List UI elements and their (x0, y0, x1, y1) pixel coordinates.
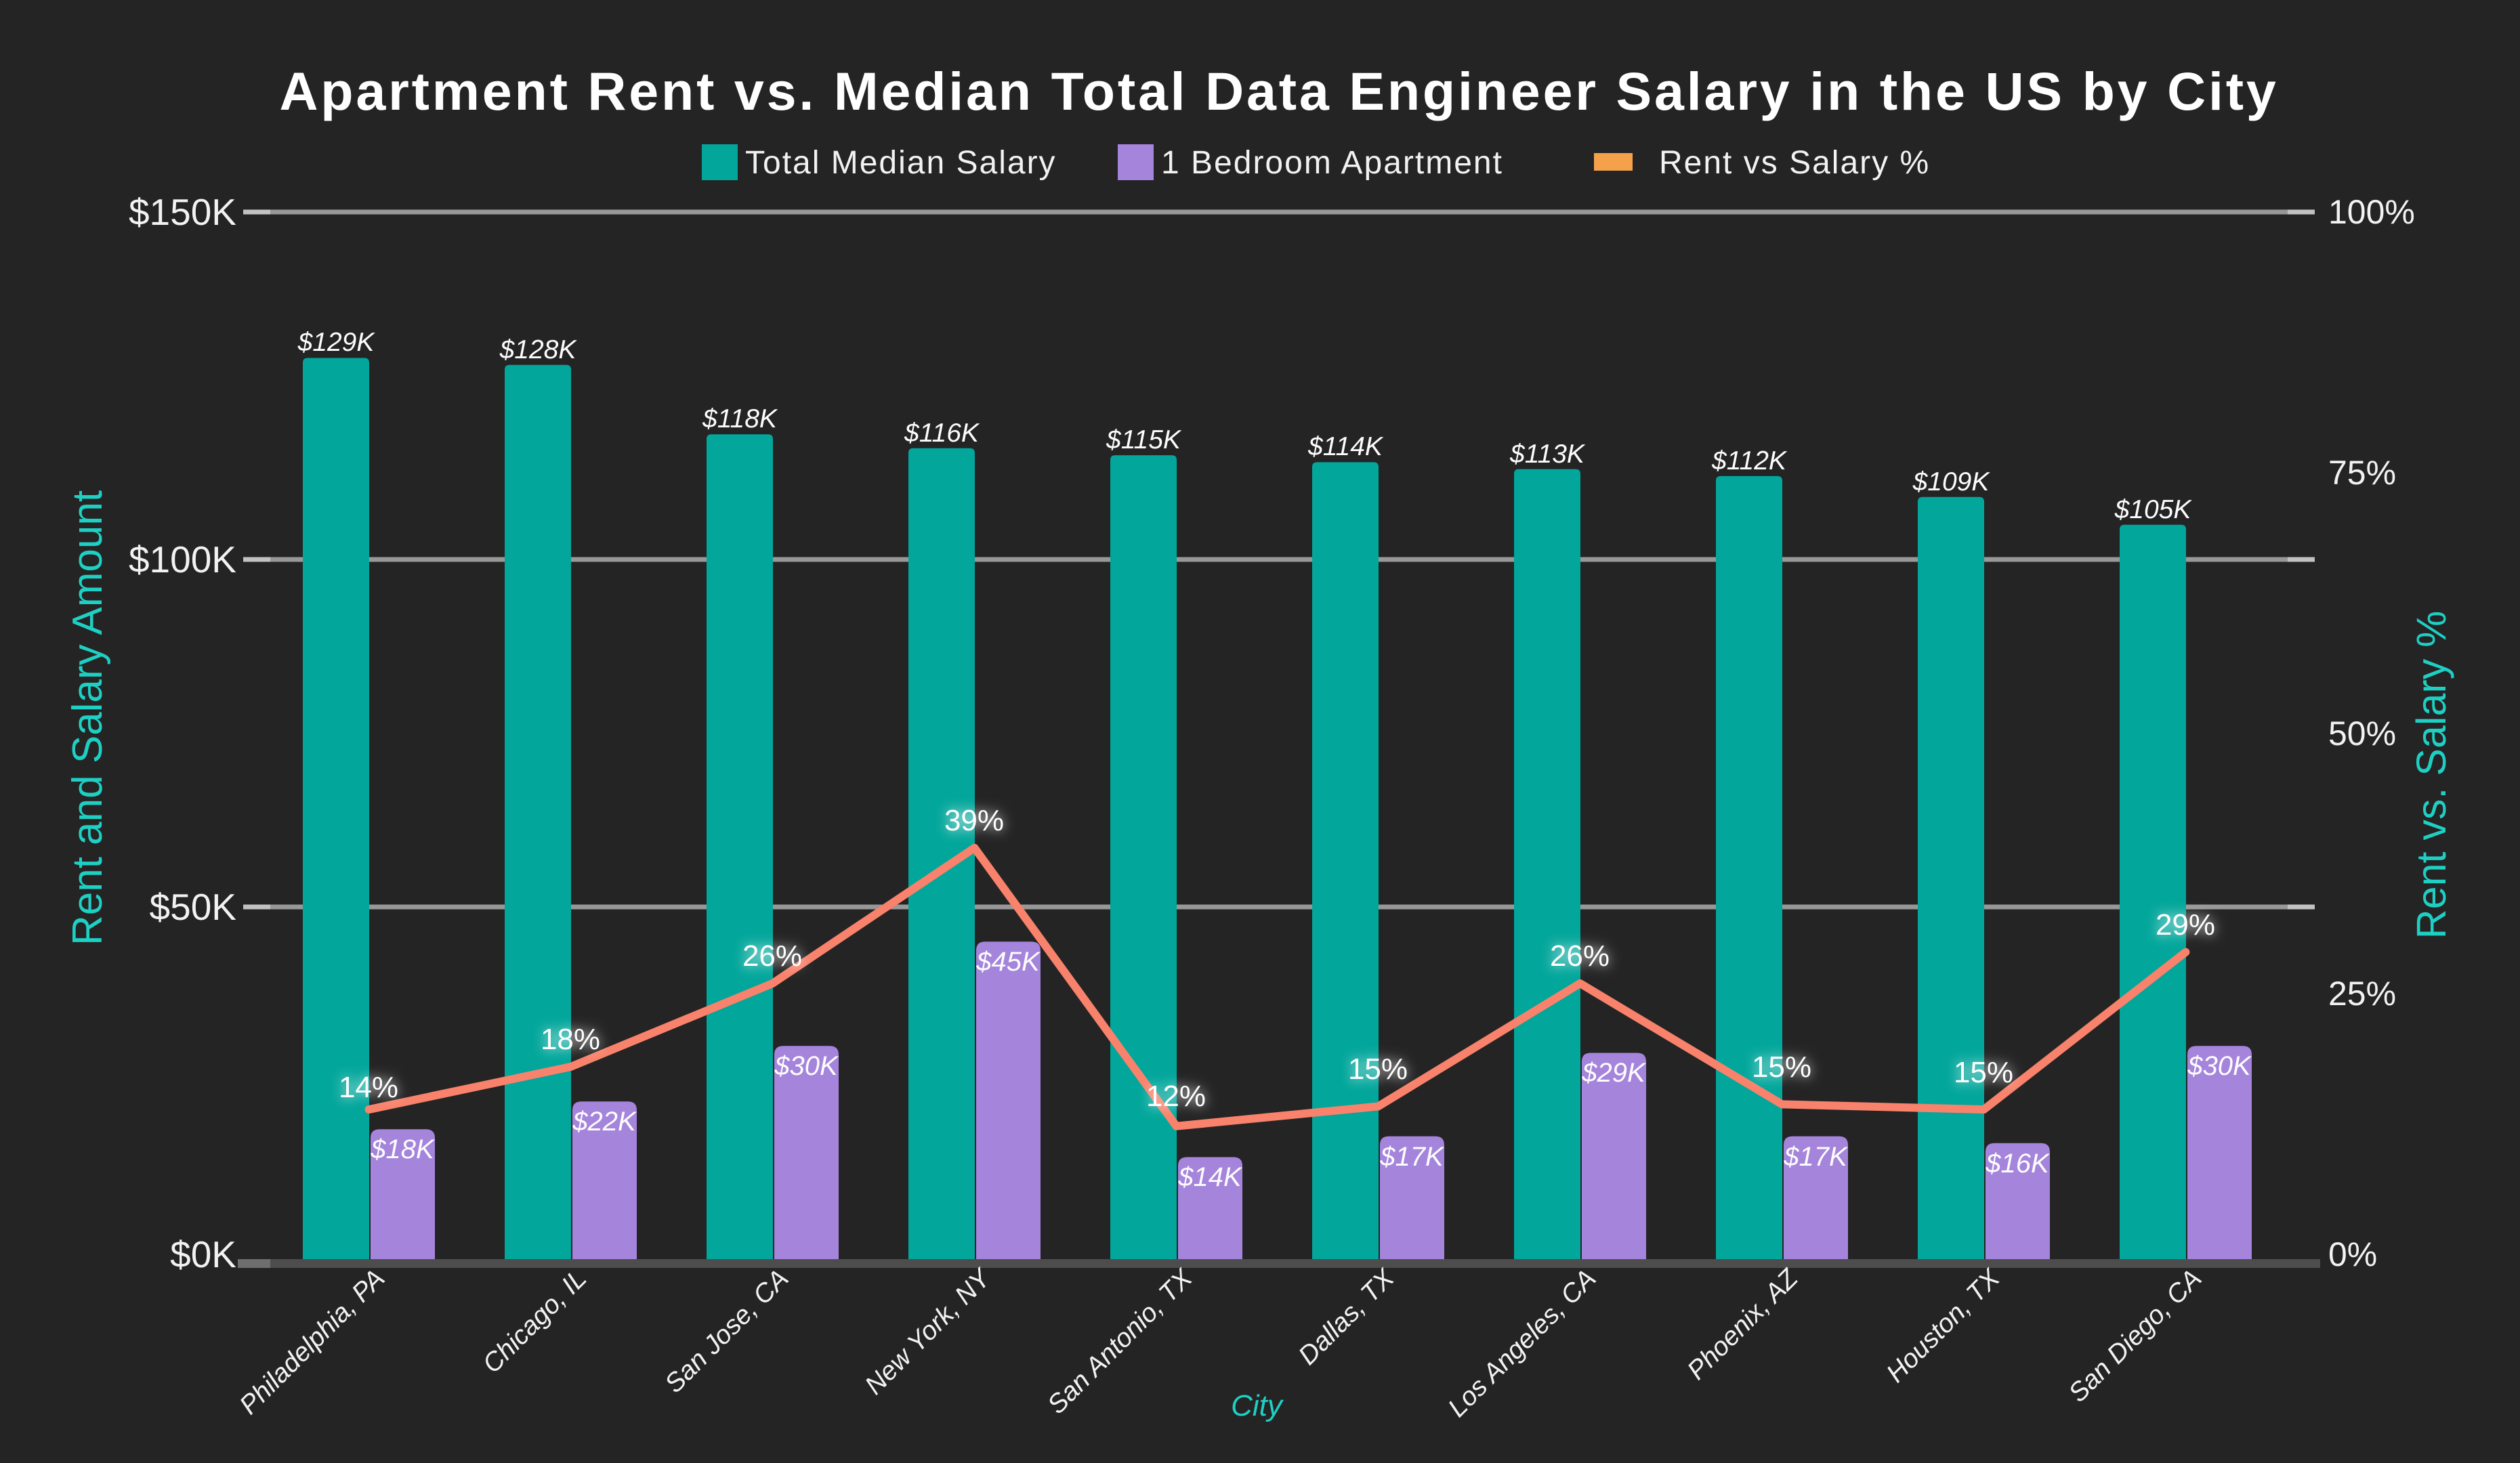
svg-text:$45K: $45K (975, 947, 1041, 977)
svg-text:$16K: $16K (1985, 1149, 2051, 1179)
svg-text:$118K: $118K (702, 404, 778, 433)
svg-text:100%: 100% (2328, 193, 2415, 231)
svg-text:39%: 39% (944, 804, 1004, 837)
svg-text:15%: 15% (1348, 1053, 1408, 1086)
svg-text:0%: 0% (2328, 1235, 2377, 1273)
svg-text:Rent vs Salary %: Rent vs Salary % (1659, 145, 1930, 181)
svg-text:$17K: $17K (1783, 1142, 1849, 1172)
svg-text:25%: 25% (2328, 975, 2396, 1013)
svg-text:Rent and Salary Amount: Rent and Salary Amount (64, 490, 111, 946)
svg-text:$100K: $100K (129, 538, 236, 580)
svg-text:12%: 12% (1146, 1080, 1206, 1113)
svg-text:18%: 18% (541, 1023, 600, 1056)
svg-text:$114K: $114K (1307, 432, 1384, 461)
svg-text:15%: 15% (1954, 1056, 2013, 1089)
svg-text:$116K: $116K (904, 419, 980, 448)
svg-text:$150K: $150K (129, 191, 236, 233)
svg-text:$29K: $29K (1581, 1058, 1647, 1088)
svg-text:$30K: $30K (774, 1051, 839, 1081)
svg-text:Apartment Rent vs. Median Tota: Apartment Rent vs. Median Total Data Eng… (279, 61, 2278, 121)
svg-text:26%: 26% (1550, 939, 1610, 973)
svg-text:$14K: $14K (1177, 1162, 1243, 1192)
svg-text:50%: 50% (2328, 715, 2396, 752)
svg-text:75%: 75% (2328, 454, 2396, 492)
svg-text:$22K: $22K (572, 1107, 637, 1137)
svg-text:14%: 14% (339, 1071, 398, 1104)
svg-text:15%: 15% (1752, 1051, 1811, 1084)
svg-text:1 Bedroom Apartment: 1 Bedroom Apartment (1161, 145, 1503, 181)
svg-text:Total Median Salary: Total Median Salary (745, 145, 1057, 181)
svg-text:$105K: $105K (2114, 495, 2193, 524)
svg-text:$128K: $128K (499, 335, 578, 364)
svg-text:$112K: $112K (1711, 446, 1788, 475)
svg-text:$30K: $30K (2187, 1051, 2252, 1081)
svg-text:City: City (1231, 1389, 1284, 1422)
svg-text:$0K: $0K (170, 1233, 236, 1275)
svg-text:26%: 26% (742, 939, 802, 973)
svg-text:$109K: $109K (1912, 467, 1991, 496)
svg-text:$129K: $129K (297, 328, 376, 357)
svg-text:$115K: $115K (1106, 425, 1182, 454)
svg-text:Rent vs. Salary %: Rent vs. Salary % (2408, 611, 2454, 939)
svg-text:29%: 29% (2156, 908, 2215, 941)
svg-text:$18K: $18K (370, 1135, 436, 1164)
svg-text:$50K: $50K (150, 886, 237, 928)
svg-text:$17K: $17K (1379, 1142, 1445, 1172)
svg-text:$113K: $113K (1509, 440, 1586, 469)
